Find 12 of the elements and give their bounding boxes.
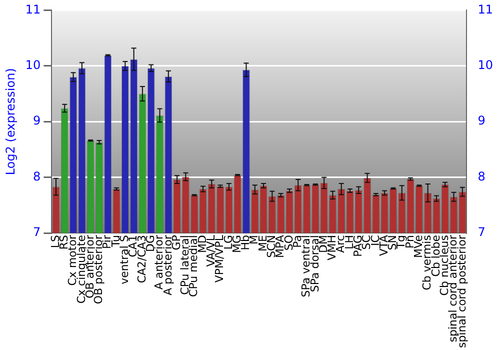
y-axis-title: Log2 (expression) [3,68,18,176]
y2-tick-label: 10 [478,58,494,72]
y2-tick-label: 8 [478,169,486,184]
y-tick-label: 11 [25,2,41,16]
y2-tick-label: 7 [478,225,486,240]
y-tick-label: 10 [25,58,41,72]
y-tick-label: 8 [33,169,41,184]
y-tick-label: 7 [33,225,41,240]
y2-tick-label: 11 [478,2,494,16]
y2-tick-label: 9 [478,114,486,128]
y-tick-label: 9 [33,114,41,128]
x-tick-label: OB posterior [92,234,106,304]
